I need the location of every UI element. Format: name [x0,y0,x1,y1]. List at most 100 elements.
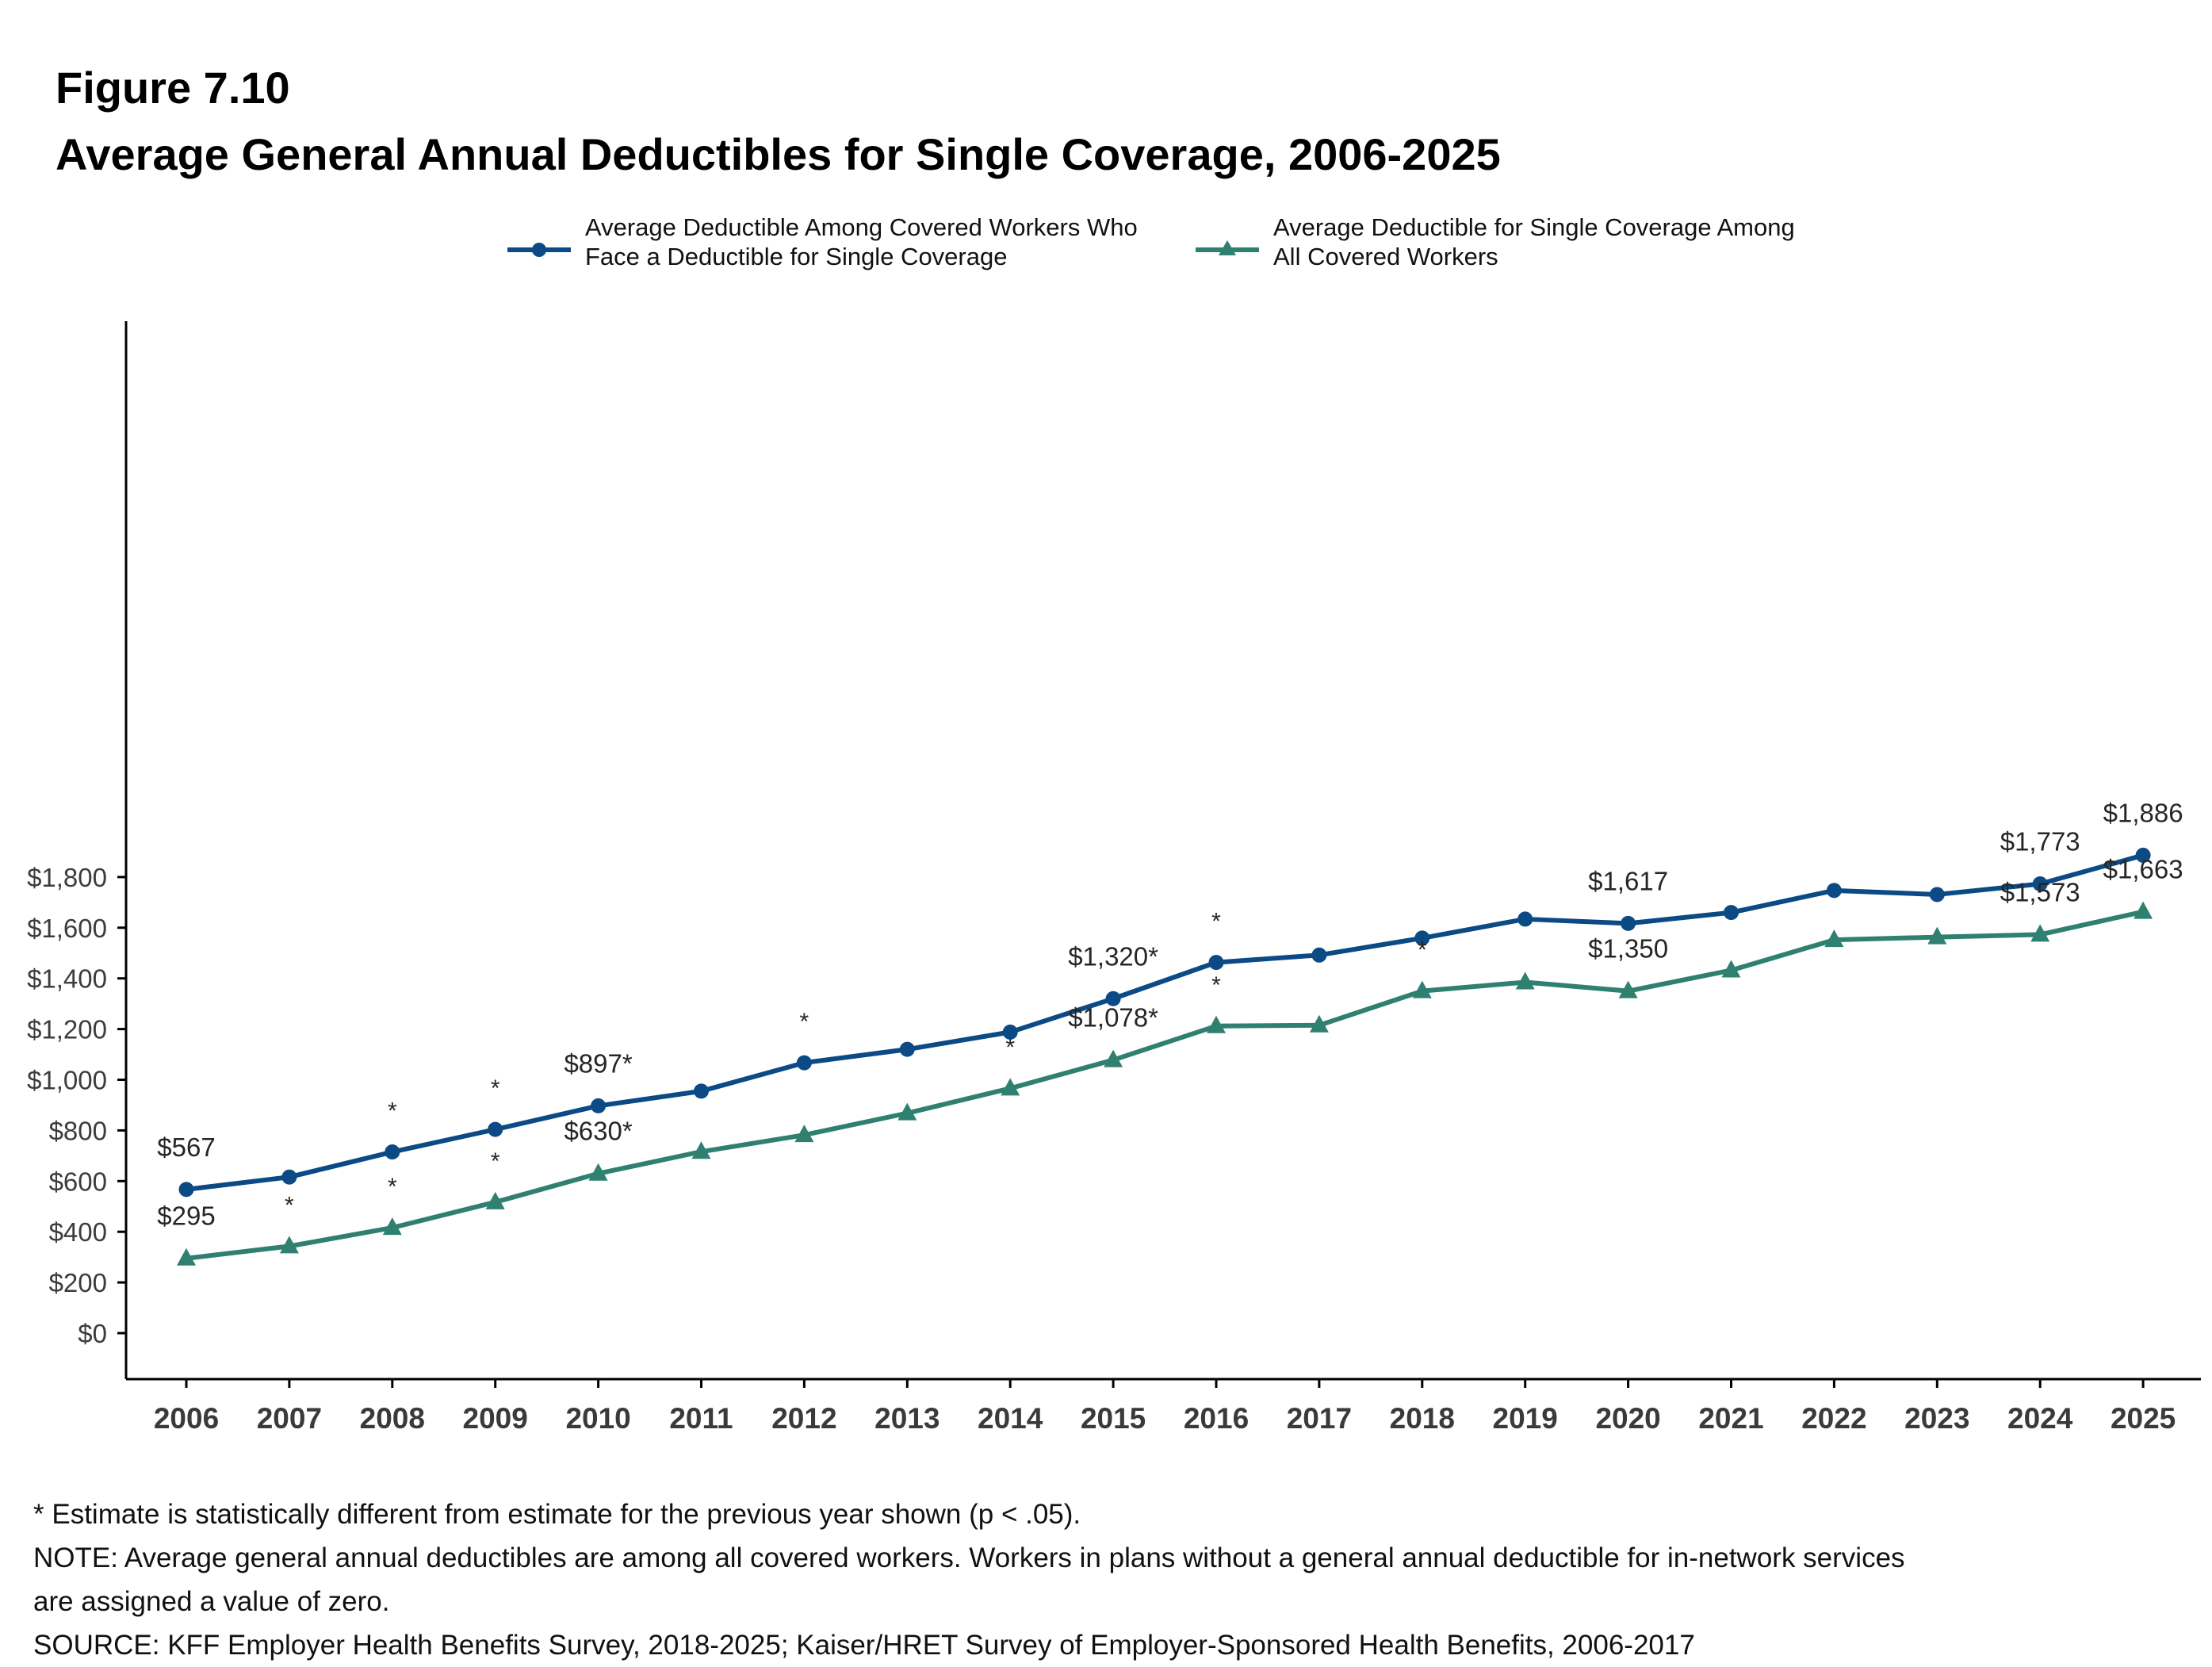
data-point-series1 [385,1144,400,1160]
data-point-series2 [1412,980,1432,998]
x-tick-label: 2021 [1698,1402,1763,1435]
x-tick-label: 2016 [1184,1402,1249,1435]
data-label-series1: * [491,1075,500,1102]
x-tick-label: 2020 [1595,1402,1660,1435]
x-tick-label: 2024 [2007,1402,2073,1435]
data-label-series1: $1,617 [1588,866,1668,895]
x-tick-label: 2018 [1390,1402,1455,1435]
data-point-series1 [2135,847,2151,863]
data-point-series2 [1104,1049,1123,1067]
data-label-series2: * [1005,1034,1015,1060]
series-line-1 [186,853,2144,1192]
legend-item-series2: Average Deductible for Single Coverage A… [1196,213,1795,271]
data-point-series2 [2030,924,2050,942]
data-point-series2 [2134,901,2153,919]
data-point-series2 [1309,1014,1329,1033]
data-point-series2 [1515,971,1535,990]
y-tick-label: $800 [49,1116,107,1145]
data-point-series2 [1721,960,1741,978]
data-label-series1: * [388,1098,397,1125]
data-label-series2: $1,350 [1588,934,1668,964]
data-point-series2 [1207,1015,1226,1033]
note-definition: NOTE: Average general annual deductibles… [33,1542,1905,1573]
y-tick-label: $1,200 [27,1015,107,1044]
data-label-series2: $630* [564,1117,632,1146]
data-label-series1: $1,773 [2000,827,2080,856]
data-point-series2 [485,1191,505,1209]
data-point-series1 [178,1182,194,1198]
x-tick-label: 2010 [565,1402,630,1435]
x-tick-label: 2014 [978,1402,1043,1435]
y-tick-label: $1,400 [27,964,107,994]
x-tick-label: 2025 [2111,1402,2176,1435]
data-label-series1: $1,320* [1068,941,1158,971]
data-point-series2 [279,1236,299,1254]
data-point-series1 [2032,876,2048,892]
line-chart: $0 $200 $400 $600 $800 $1,000 $1,200 $1,400 $1,6… [27,321,2201,1435]
data-point-series1 [1002,1024,1018,1040]
data-label-series1: * [1211,909,1221,935]
data-label-series2: $295 [157,1201,215,1231]
data-point-series2 [588,1163,608,1181]
data-point-series1 [1724,905,1739,921]
y-tick-label: $1,800 [27,863,107,892]
data-point-series2 [1001,1078,1020,1096]
data-point-series1 [1929,887,1945,902]
note-significance: * Estimate is statistically different fr… [33,1499,1081,1530]
x-tick-label: 2009 [463,1402,528,1435]
x-tick-label: 2015 [1081,1402,1146,1435]
x-tick-label: 2006 [154,1402,219,1435]
data-point-series1 [1311,947,1327,963]
data-point-series2 [382,1217,402,1236]
x-tick-label: 2007 [257,1402,322,1435]
data-point-series1 [488,1121,503,1137]
legend-swatch-circle-icon [507,243,571,257]
figure-title: Average General Annual Deductibles for S… [55,129,1501,179]
data-label-series2: * [1211,972,1221,998]
data-label-series2: $1,573 [2000,877,2080,906]
data-label-series1: $1,886 [2103,798,2183,827]
y-tick-label: $0 [78,1319,107,1348]
legend-swatch-triangle-icon [1196,240,1259,255]
data-point-series1 [1826,883,1842,899]
data-point-series2 [177,1247,196,1266]
data-label-series2: * [491,1148,500,1175]
chart-notes: * Estimate is statistically different fr… [33,1493,1905,1667]
x-tick-label: 2022 [1801,1402,1866,1435]
data-point-series2 [1927,926,1947,945]
note-source: SOURCE: KFF Employer Health Benefits Sur… [33,1630,1695,1661]
legend-item-series1: Average Deductible Among Covered Workers… [507,213,1138,271]
x-tick-label: 2011 [669,1402,733,1435]
data-point-series2 [1618,980,1638,998]
data-label-series1: $897* [564,1048,632,1078]
data-point-series1 [899,1041,915,1057]
data-point-series2 [691,1141,711,1159]
data-point-series2 [794,1125,814,1143]
x-tick-label: 2019 [1493,1402,1558,1435]
x-tick-label: 2008 [360,1402,425,1435]
legend-label-series2: Average Deductible for Single Coverage A… [1273,213,1795,270]
x-tick-label: 2012 [771,1402,836,1435]
x-tick-label: 2013 [874,1402,940,1435]
data-label-series2: * [388,1174,397,1200]
legend-label-series1: Average Deductible Among Covered Workers… [585,213,1138,270]
data-point-series1 [1621,915,1636,931]
data-point-series1 [1414,930,1430,946]
y-tick-label: $200 [49,1268,107,1297]
data-label-series1: * [800,1009,809,1035]
data-point-series1 [1517,911,1533,927]
data-point-series1 [591,1098,607,1113]
note-definition-cont: are assigned a value of zero. [33,1586,390,1617]
data-label-series2: $1,078* [1068,1003,1158,1033]
y-tick-label: $1,000 [27,1066,107,1095]
data-point-series1 [1105,991,1121,1006]
x-tick-label: 2017 [1287,1402,1352,1435]
y-tick-label: $600 [49,1167,107,1196]
x-tick-label: 2023 [1904,1402,1969,1435]
data-point-series2 [897,1102,917,1121]
data-point-series1 [796,1055,812,1071]
y-tick-label: $1,600 [27,914,107,943]
series-line-2 [186,909,2144,1261]
data-label-series2: $1,663 [2103,855,2183,884]
data-point-series1 [281,1169,297,1185]
